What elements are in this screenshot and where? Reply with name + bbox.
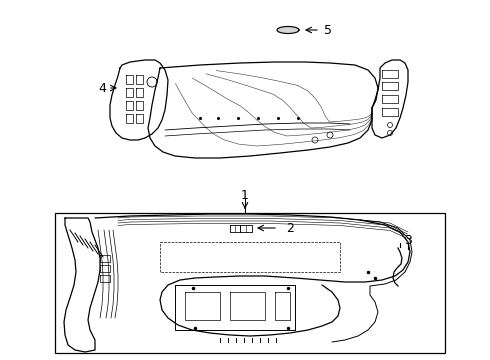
Polygon shape [230,225,240,232]
Text: 4: 4 [98,81,106,95]
Bar [55,213,445,353]
Polygon shape [240,225,252,232]
Text: 3: 3 [404,234,412,247]
Text: 5: 5 [324,23,332,36]
Polygon shape [277,27,299,33]
Text: 2: 2 [286,221,294,234]
Text: 1: 1 [241,189,249,202]
